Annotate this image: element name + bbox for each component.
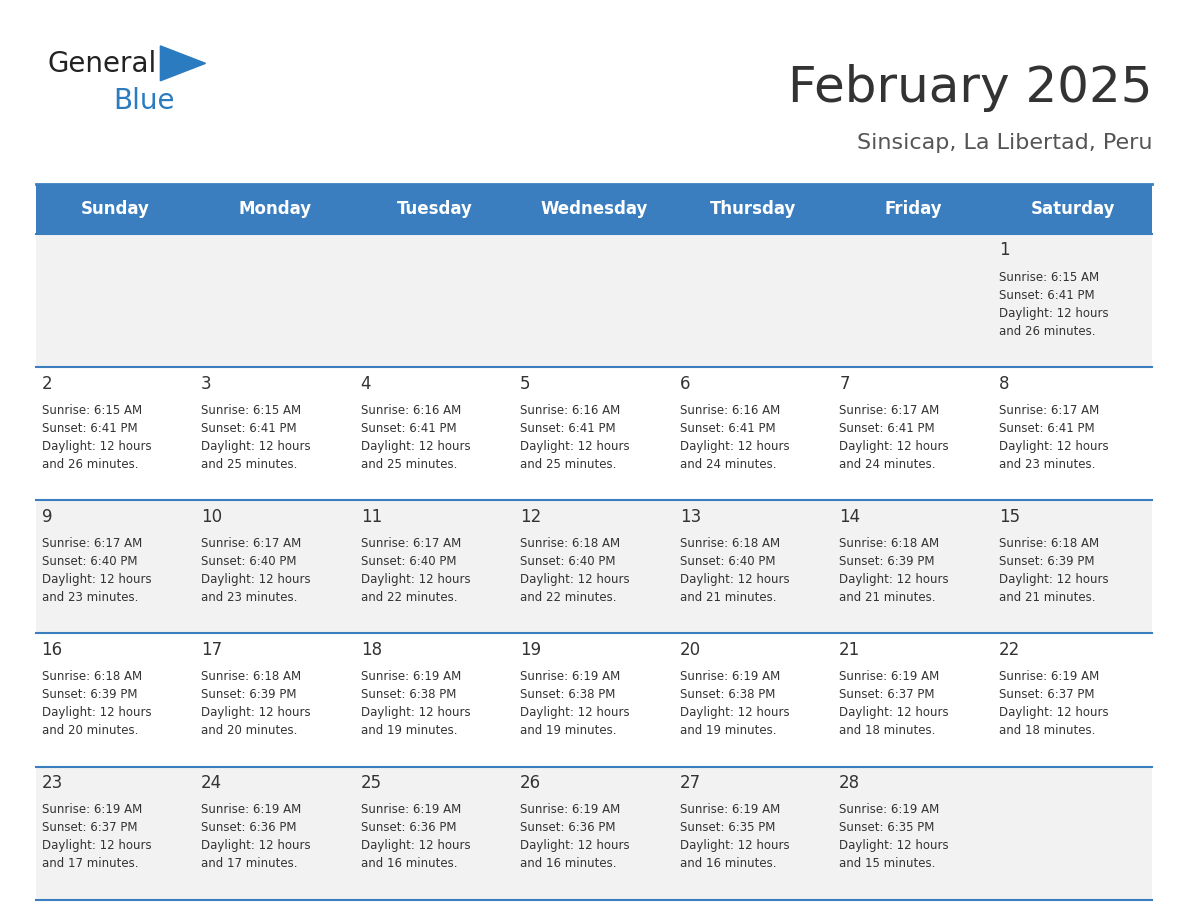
Text: 15: 15 [999,508,1019,526]
Text: Saturday: Saturday [1030,200,1114,218]
Text: Sunrise: 6:19 AM
Sunset: 6:38 PM
Daylight: 12 hours
and 19 minutes.: Sunrise: 6:19 AM Sunset: 6:38 PM Dayligh… [520,670,630,737]
Text: 7: 7 [839,375,849,393]
Text: Sunrise: 6:16 AM
Sunset: 6:41 PM
Daylight: 12 hours
and 24 minutes.: Sunrise: 6:16 AM Sunset: 6:41 PM Dayligh… [680,404,789,471]
Text: Sunrise: 6:17 AM
Sunset: 6:41 PM
Daylight: 12 hours
and 23 minutes.: Sunrise: 6:17 AM Sunset: 6:41 PM Dayligh… [999,404,1108,471]
Text: Sunrise: 6:19 AM
Sunset: 6:36 PM
Daylight: 12 hours
and 16 minutes.: Sunrise: 6:19 AM Sunset: 6:36 PM Dayligh… [361,803,470,870]
Text: Sunday: Sunday [81,200,150,218]
Text: 10: 10 [201,508,222,526]
Text: 18: 18 [361,641,381,659]
Text: Sunrise: 6:19 AM
Sunset: 6:38 PM
Daylight: 12 hours
and 19 minutes.: Sunrise: 6:19 AM Sunset: 6:38 PM Dayligh… [680,670,789,737]
Text: 8: 8 [999,375,1010,393]
Text: 11: 11 [361,508,381,526]
Text: Sunrise: 6:18 AM
Sunset: 6:39 PM
Daylight: 12 hours
and 21 minutes.: Sunrise: 6:18 AM Sunset: 6:39 PM Dayligh… [999,537,1108,604]
Text: 4: 4 [361,375,371,393]
Text: 24: 24 [201,774,222,792]
Text: 26: 26 [520,774,542,792]
Text: Sunrise: 6:19 AM
Sunset: 6:36 PM
Daylight: 12 hours
and 16 minutes.: Sunrise: 6:19 AM Sunset: 6:36 PM Dayligh… [520,803,630,870]
Text: 23: 23 [42,774,63,792]
Text: February 2025: February 2025 [788,64,1152,112]
FancyBboxPatch shape [36,767,1152,900]
Text: Wednesday: Wednesday [541,200,647,218]
Text: 9: 9 [42,508,52,526]
Text: Monday: Monday [239,200,311,218]
Text: Sunrise: 6:18 AM
Sunset: 6:39 PM
Daylight: 12 hours
and 21 minutes.: Sunrise: 6:18 AM Sunset: 6:39 PM Dayligh… [839,537,949,604]
Text: 16: 16 [42,641,63,659]
Text: Sunrise: 6:17 AM
Sunset: 6:40 PM
Daylight: 12 hours
and 23 minutes.: Sunrise: 6:17 AM Sunset: 6:40 PM Dayligh… [201,537,311,604]
Text: Thursday: Thursday [710,200,797,218]
Text: Friday: Friday [884,200,942,218]
Text: 1: 1 [999,241,1010,260]
Text: Sunrise: 6:19 AM
Sunset: 6:37 PM
Daylight: 12 hours
and 18 minutes.: Sunrise: 6:19 AM Sunset: 6:37 PM Dayligh… [999,670,1108,737]
FancyBboxPatch shape [36,234,1152,367]
Text: Sunrise: 6:18 AM
Sunset: 6:39 PM
Daylight: 12 hours
and 20 minutes.: Sunrise: 6:18 AM Sunset: 6:39 PM Dayligh… [42,670,151,737]
Text: Sunrise: 6:19 AM
Sunset: 6:35 PM
Daylight: 12 hours
and 15 minutes.: Sunrise: 6:19 AM Sunset: 6:35 PM Dayligh… [839,803,949,870]
Text: 27: 27 [680,774,701,792]
Text: 21: 21 [839,641,860,659]
Text: 3: 3 [201,375,211,393]
Text: 5: 5 [520,375,531,393]
Text: General: General [48,50,157,79]
FancyBboxPatch shape [36,500,1152,633]
FancyBboxPatch shape [36,367,1152,500]
Text: Sunrise: 6:15 AM
Sunset: 6:41 PM
Daylight: 12 hours
and 26 minutes.: Sunrise: 6:15 AM Sunset: 6:41 PM Dayligh… [999,271,1108,338]
Text: 20: 20 [680,641,701,659]
Text: Sunrise: 6:19 AM
Sunset: 6:37 PM
Daylight: 12 hours
and 18 minutes.: Sunrise: 6:19 AM Sunset: 6:37 PM Dayligh… [839,670,949,737]
FancyBboxPatch shape [36,184,1152,234]
Text: Sunrise: 6:15 AM
Sunset: 6:41 PM
Daylight: 12 hours
and 25 minutes.: Sunrise: 6:15 AM Sunset: 6:41 PM Dayligh… [201,404,311,471]
Text: 19: 19 [520,641,542,659]
Polygon shape [160,46,206,81]
Text: Sunrise: 6:19 AM
Sunset: 6:36 PM
Daylight: 12 hours
and 17 minutes.: Sunrise: 6:19 AM Sunset: 6:36 PM Dayligh… [201,803,311,870]
Text: Sunrise: 6:17 AM
Sunset: 6:40 PM
Daylight: 12 hours
and 23 minutes.: Sunrise: 6:17 AM Sunset: 6:40 PM Dayligh… [42,537,151,604]
Text: Sinsicap, La Libertad, Peru: Sinsicap, La Libertad, Peru [857,133,1152,153]
Text: 28: 28 [839,774,860,792]
Text: Sunrise: 6:16 AM
Sunset: 6:41 PM
Daylight: 12 hours
and 25 minutes.: Sunrise: 6:16 AM Sunset: 6:41 PM Dayligh… [361,404,470,471]
Text: Sunrise: 6:16 AM
Sunset: 6:41 PM
Daylight: 12 hours
and 25 minutes.: Sunrise: 6:16 AM Sunset: 6:41 PM Dayligh… [520,404,630,471]
Text: Sunrise: 6:18 AM
Sunset: 6:40 PM
Daylight: 12 hours
and 21 minutes.: Sunrise: 6:18 AM Sunset: 6:40 PM Dayligh… [680,537,789,604]
Text: Blue: Blue [113,87,175,116]
Text: 14: 14 [839,508,860,526]
Text: Sunrise: 6:18 AM
Sunset: 6:40 PM
Daylight: 12 hours
and 22 minutes.: Sunrise: 6:18 AM Sunset: 6:40 PM Dayligh… [520,537,630,604]
Text: 6: 6 [680,375,690,393]
Text: Sunrise: 6:17 AM
Sunset: 6:41 PM
Daylight: 12 hours
and 24 minutes.: Sunrise: 6:17 AM Sunset: 6:41 PM Dayligh… [839,404,949,471]
Text: Tuesday: Tuesday [397,200,473,218]
Text: Sunrise: 6:19 AM
Sunset: 6:37 PM
Daylight: 12 hours
and 17 minutes.: Sunrise: 6:19 AM Sunset: 6:37 PM Dayligh… [42,803,151,870]
Text: Sunrise: 6:15 AM
Sunset: 6:41 PM
Daylight: 12 hours
and 26 minutes.: Sunrise: 6:15 AM Sunset: 6:41 PM Dayligh… [42,404,151,471]
Text: 17: 17 [201,641,222,659]
Text: 13: 13 [680,508,701,526]
Text: Sunrise: 6:17 AM
Sunset: 6:40 PM
Daylight: 12 hours
and 22 minutes.: Sunrise: 6:17 AM Sunset: 6:40 PM Dayligh… [361,537,470,604]
Text: 12: 12 [520,508,542,526]
Text: 25: 25 [361,774,381,792]
Text: Sunrise: 6:19 AM
Sunset: 6:38 PM
Daylight: 12 hours
and 19 minutes.: Sunrise: 6:19 AM Sunset: 6:38 PM Dayligh… [361,670,470,737]
Text: 2: 2 [42,375,52,393]
FancyBboxPatch shape [36,633,1152,767]
Text: Sunrise: 6:18 AM
Sunset: 6:39 PM
Daylight: 12 hours
and 20 minutes.: Sunrise: 6:18 AM Sunset: 6:39 PM Dayligh… [201,670,311,737]
Text: 22: 22 [999,641,1020,659]
Text: Sunrise: 6:19 AM
Sunset: 6:35 PM
Daylight: 12 hours
and 16 minutes.: Sunrise: 6:19 AM Sunset: 6:35 PM Dayligh… [680,803,789,870]
